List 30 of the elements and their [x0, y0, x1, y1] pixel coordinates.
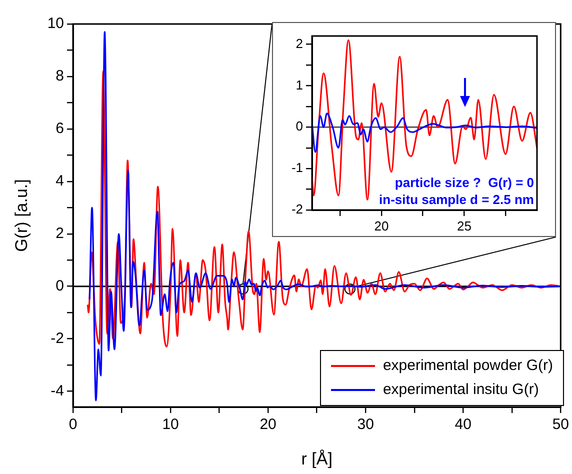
- y-tick-label: 10: [47, 15, 64, 32]
- x-tick-label: 50: [552, 416, 569, 434]
- y-axis-title: G(r) [a.u.]: [12, 179, 31, 252]
- x-tick-label: 20: [374, 218, 389, 234]
- y-tick-label: -2: [291, 202, 303, 217]
- x-tick-label: 25: [456, 218, 472, 234]
- y-tick-label: -4: [50, 382, 64, 400]
- y-tick-label: 6: [56, 120, 64, 138]
- legend-label: experimental insitu G(r): [382, 380, 539, 400]
- x-tick-label: 20: [260, 416, 276, 434]
- x-axis-title: r [Å]: [301, 449, 332, 468]
- annotation: in-situ sample d = 2.5 nm: [379, 192, 534, 207]
- y-tick-label: -2: [50, 330, 64, 347]
- y-tick-label: 2: [56, 225, 64, 242]
- line-series: [86, 70, 561, 348]
- y-tick-label: 1: [296, 77, 303, 92]
- x-tick-label: 30: [357, 416, 374, 434]
- y-tick-label: 0: [56, 277, 64, 294]
- x-tick-label: 10: [162, 416, 179, 434]
- line-series: [312, 112, 537, 153]
- y-tick-label: 4: [56, 172, 64, 190]
- legend-label: experimental powder G(r): [382, 356, 553, 376]
- y-tick-label: -1: [291, 160, 303, 176]
- y-tick-label: 8: [56, 68, 64, 85]
- y-tick-label: 2: [296, 36, 303, 51]
- x-tick-label: 40: [454, 416, 472, 434]
- line-series: [88, 31, 561, 402]
- x-tick-label: 0: [68, 416, 78, 434]
- y-tick-label: 0: [296, 118, 303, 134]
- annotation: particle size ? G(r) = 0: [394, 175, 534, 190]
